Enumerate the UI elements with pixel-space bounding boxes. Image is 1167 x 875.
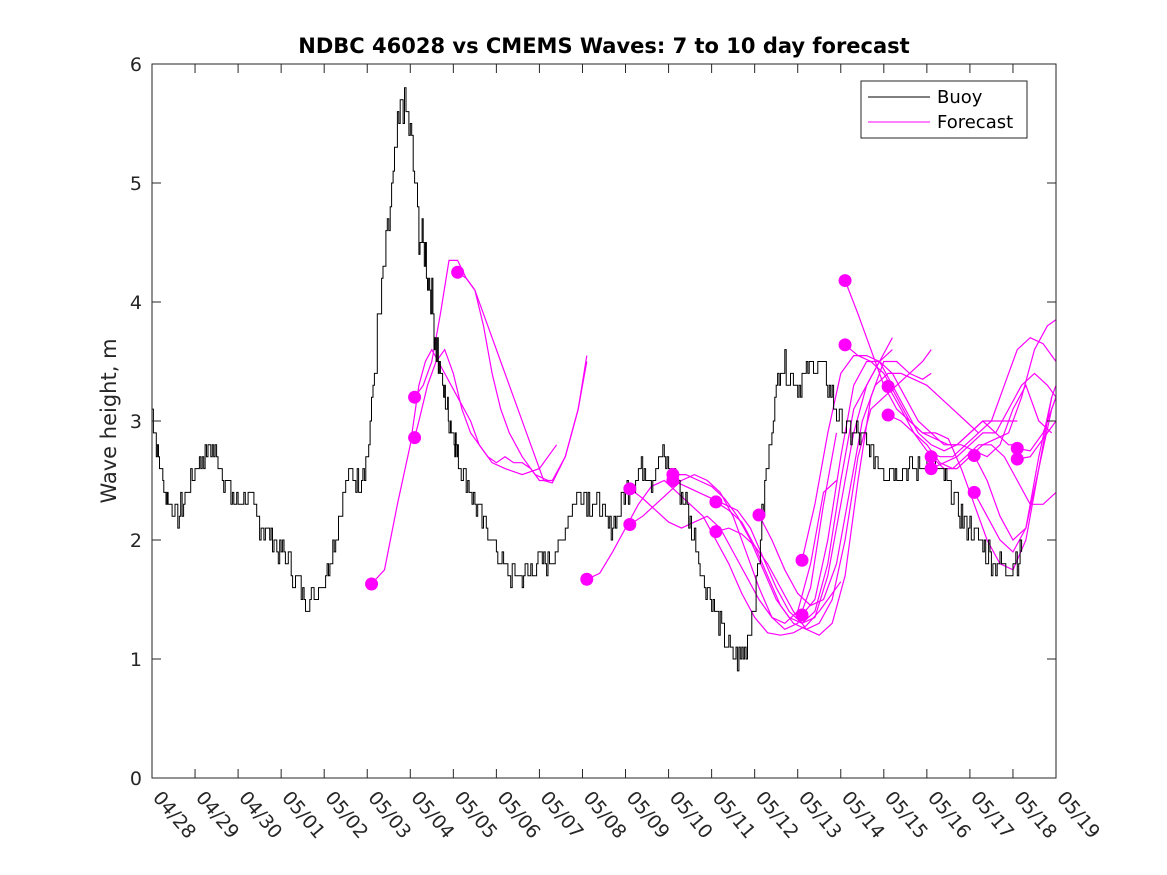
forecast-start-marker (1010, 452, 1024, 466)
buoy-series-group (152, 87, 1023, 672)
forecast-start-marker (623, 482, 637, 496)
x-tick-label: 05/19 (1052, 787, 1104, 843)
forecast-line-4 (457, 271, 588, 484)
legend: Buoy Forecast (860, 80, 1028, 139)
x-tick-label: 05/13 (794, 787, 846, 843)
forecast-start-marker (709, 495, 723, 509)
forecast-start-marker (924, 462, 938, 476)
x-tick-label: 05/03 (363, 787, 415, 843)
x-tick-label: 05/04 (406, 787, 458, 843)
x-tick-label: 05/08 (579, 787, 631, 843)
x-tick-label: 05/01 (277, 787, 329, 843)
x-tick-label: 05/17 (966, 787, 1018, 843)
forecast-line-20 (930, 372, 1057, 470)
forecast-start-marker (451, 265, 465, 279)
y-tick-label: 6 (130, 54, 142, 76)
forecast-start-markers (365, 265, 1024, 622)
y-axis-label: Wave height, m (97, 338, 121, 503)
forecast-line-14 (801, 360, 1018, 616)
forecast-start-marker (666, 474, 680, 487)
buoy-line (152, 87, 1023, 672)
forecast-start-marker (838, 274, 852, 288)
legend-forecast-label: Forecast (937, 112, 1013, 133)
forecast-start-marker (881, 379, 895, 393)
forecast-start-marker (408, 431, 422, 445)
plot-area (152, 64, 1056, 778)
forecast-start-marker (795, 608, 809, 622)
forecast-line-10 (715, 349, 932, 630)
x-tick-label: 05/02 (320, 787, 372, 843)
x-tick-label: 05/11 (708, 787, 760, 843)
forecast-line-11 (715, 360, 932, 636)
forecast-start-marker (881, 408, 895, 422)
x-tick-label: 04/28 (148, 787, 200, 843)
forecast-line-19 (930, 319, 1057, 470)
legend-buoy-label: Buoy (937, 87, 983, 108)
forecast-start-marker (365, 577, 379, 591)
forecast-line-17 (887, 336, 1057, 458)
x-tick-label: 05/10 (665, 787, 717, 843)
y-tick-label: 0 (130, 768, 142, 790)
x-tick-label: 05/15 (880, 787, 932, 843)
x-tick-label: 05/07 (536, 787, 588, 843)
y-tick-label: 3 (130, 411, 142, 433)
x-tick-label: 05/09 (622, 787, 674, 843)
forecast-start-marker (1010, 441, 1024, 455)
chart-title: NDBC 46028 vs CMEMS Waves: 7 to 10 day f… (298, 34, 909, 58)
y-tick-label: 5 (130, 173, 142, 195)
forecast-line-13 (801, 355, 1018, 561)
legend-box (860, 80, 1028, 139)
forecast-start-marker (752, 508, 766, 522)
x-tick-label: 04/29 (191, 787, 243, 843)
x-tick-label: 05/06 (493, 787, 545, 843)
forecast-start-marker (795, 553, 809, 567)
x-tick-label: 05/16 (923, 787, 975, 843)
forecast-start-marker (408, 390, 422, 404)
y-tick-label: 2 (130, 530, 142, 552)
y-tick-label: 4 (130, 292, 142, 314)
forecast-line-12 (758, 372, 979, 607)
x-tick-label: 05/12 (751, 787, 803, 843)
forecast-start-marker (623, 518, 637, 532)
x-tick-label: 04/30 (234, 787, 286, 843)
forecast-line-16 (844, 344, 1053, 458)
forecast-line-22 (973, 385, 1057, 553)
forecast-start-marker (838, 338, 852, 352)
forecast-line-21 (973, 396, 1057, 541)
forecast-line-23 (1017, 396, 1057, 452)
y-axis-ticks: 0 1 2 3 4 5 6 (130, 54, 1056, 790)
forecast-line-9 (672, 349, 893, 625)
forecast-start-marker (967, 485, 981, 499)
y-tick-label: 1 (130, 649, 142, 671)
forecast-line-6 (629, 480, 837, 625)
forecast-start-marker (967, 449, 981, 463)
forecast-line-24 (1017, 420, 1057, 460)
forecast-start-marker (709, 525, 723, 539)
x-tick-label: 05/14 (837, 787, 889, 843)
x-tick-label: 05/05 (450, 787, 502, 843)
forecast-line-1 (371, 348, 558, 585)
forecast-start-marker (580, 572, 594, 586)
forecast-start-marker (924, 450, 938, 464)
x-tick-label: 05/18 (1009, 787, 1061, 843)
